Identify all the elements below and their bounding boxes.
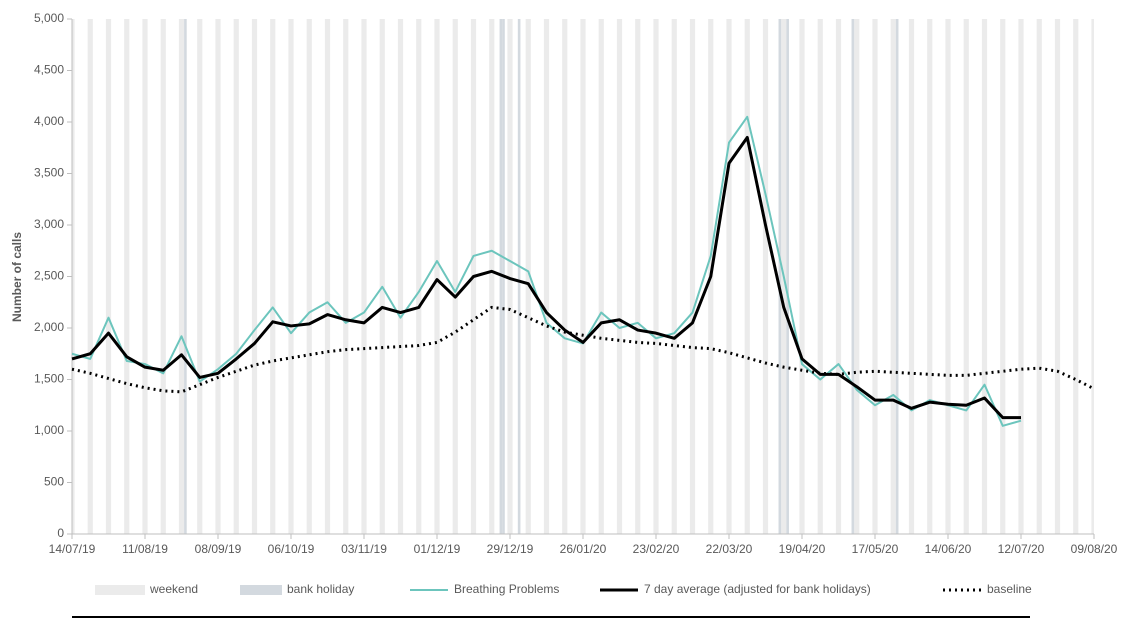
weekend-band [854,19,860,534]
y-tick-label: 4,500 [34,63,64,77]
weekend-band [543,19,550,534]
weekend-band [178,19,185,534]
x-tick-label: 26/01/20 [560,542,607,556]
weekend-band [1054,19,1061,534]
weekend-band [160,19,166,534]
series-line [71,115,1022,427]
weekend-band [762,19,769,534]
x-tick-label: 19/04/20 [779,542,826,556]
weekend-band [890,19,896,534]
weekend-band [306,19,312,534]
weekend-band [105,19,112,534]
weekend-band [215,19,221,534]
y-tick-label: 500 [44,475,64,489]
weekend-band [343,19,349,534]
weekend-band [142,19,148,534]
weekend-band [963,19,969,534]
weekend-band [288,19,294,534]
legend-label: 7 day average (adjusted for bank holiday… [644,582,871,596]
y-tick-label: 2,500 [34,269,64,283]
weekend-band [689,19,696,534]
x-tick-label: 17/05/20 [852,542,899,556]
weekend-band [124,19,130,534]
weekend-band [197,19,203,534]
x-tick-label: 08/09/19 [195,542,242,556]
y-tick-label: 4,000 [34,114,64,128]
x-tick-label: 03/11/19 [341,542,387,556]
weekend-band [908,19,915,534]
weekend-band [981,19,988,534]
x-tick-label: 22/03/20 [706,542,753,556]
weekend-band [434,19,440,534]
bank-holiday-band [786,19,789,534]
y-tick-label: 2,000 [34,320,64,334]
weekend-band [489,19,495,534]
bank-holiday-band [517,19,521,534]
x-tick-label: 14/06/20 [925,542,972,556]
weekend-band [1073,19,1079,534]
weekend-band [653,19,659,534]
weekend-band [1036,19,1042,534]
x-tick-label: 29/12/19 [487,542,534,556]
y-tick-label: 5,000 [34,11,64,25]
weekend-band [580,19,586,534]
weekend-band [507,19,513,534]
weekend-band [525,19,531,534]
weekend-band [835,19,842,534]
legend-swatch [240,585,282,595]
weekend-band [726,19,732,534]
weekend-band [872,19,878,534]
weekend-band [744,19,750,534]
bank-holiday-band [895,19,899,534]
bank-holiday-band [851,19,855,534]
weekend-band [379,19,385,534]
weekend-band [416,19,422,534]
x-tick-label: 01/12/19 [414,542,461,556]
weekend-band [87,19,93,534]
legend-label: bank holiday [287,582,354,596]
weekend-band [324,19,331,534]
weekend-band [927,19,933,534]
weekend-band [361,19,367,534]
weekend-band [452,19,458,534]
x-tick-label: 14/07/19 [49,542,96,556]
weekend-band [945,19,951,534]
weekend-band [1091,19,1094,534]
weekend-band [233,19,239,534]
weekend-band [635,19,641,534]
series-line [71,135,1021,420]
series-line [71,305,1095,394]
weekend-band [817,19,823,534]
weekend-band [1000,19,1006,534]
weekend-band [799,19,805,534]
weekend-band [562,19,568,534]
weekend-band [251,19,258,534]
legend-label: weekend [149,582,198,596]
y-tick-label: 3,000 [34,217,64,231]
weekend-band [72,19,75,534]
weekend-band [270,19,276,534]
weekend-band [397,19,404,534]
x-tick-label: 12/07/20 [998,542,1045,556]
y-tick-label: 3,500 [34,166,64,180]
weekend-band [616,19,623,534]
y-tick-label: 0 [57,526,64,540]
bank-holiday-band [778,19,782,534]
weekend-band [598,19,604,534]
legend-swatch [95,585,145,595]
legend-label: Breathing Problems [454,582,559,596]
x-tick-label: 23/02/20 [633,542,680,556]
y-axis-label: Number of calls [10,232,24,322]
x-tick-label: 09/08/20 [1071,542,1118,556]
weekend-band [1018,19,1024,534]
x-tick-label: 11/08/19 [122,542,168,556]
legend-label: baseline [987,582,1032,596]
y-tick-label: 1,000 [34,423,64,437]
weekend-band [671,19,677,534]
y-tick-label: 1,500 [34,372,64,386]
bank-holiday-band [184,19,187,534]
x-tick-label: 06/10/19 [268,542,315,556]
